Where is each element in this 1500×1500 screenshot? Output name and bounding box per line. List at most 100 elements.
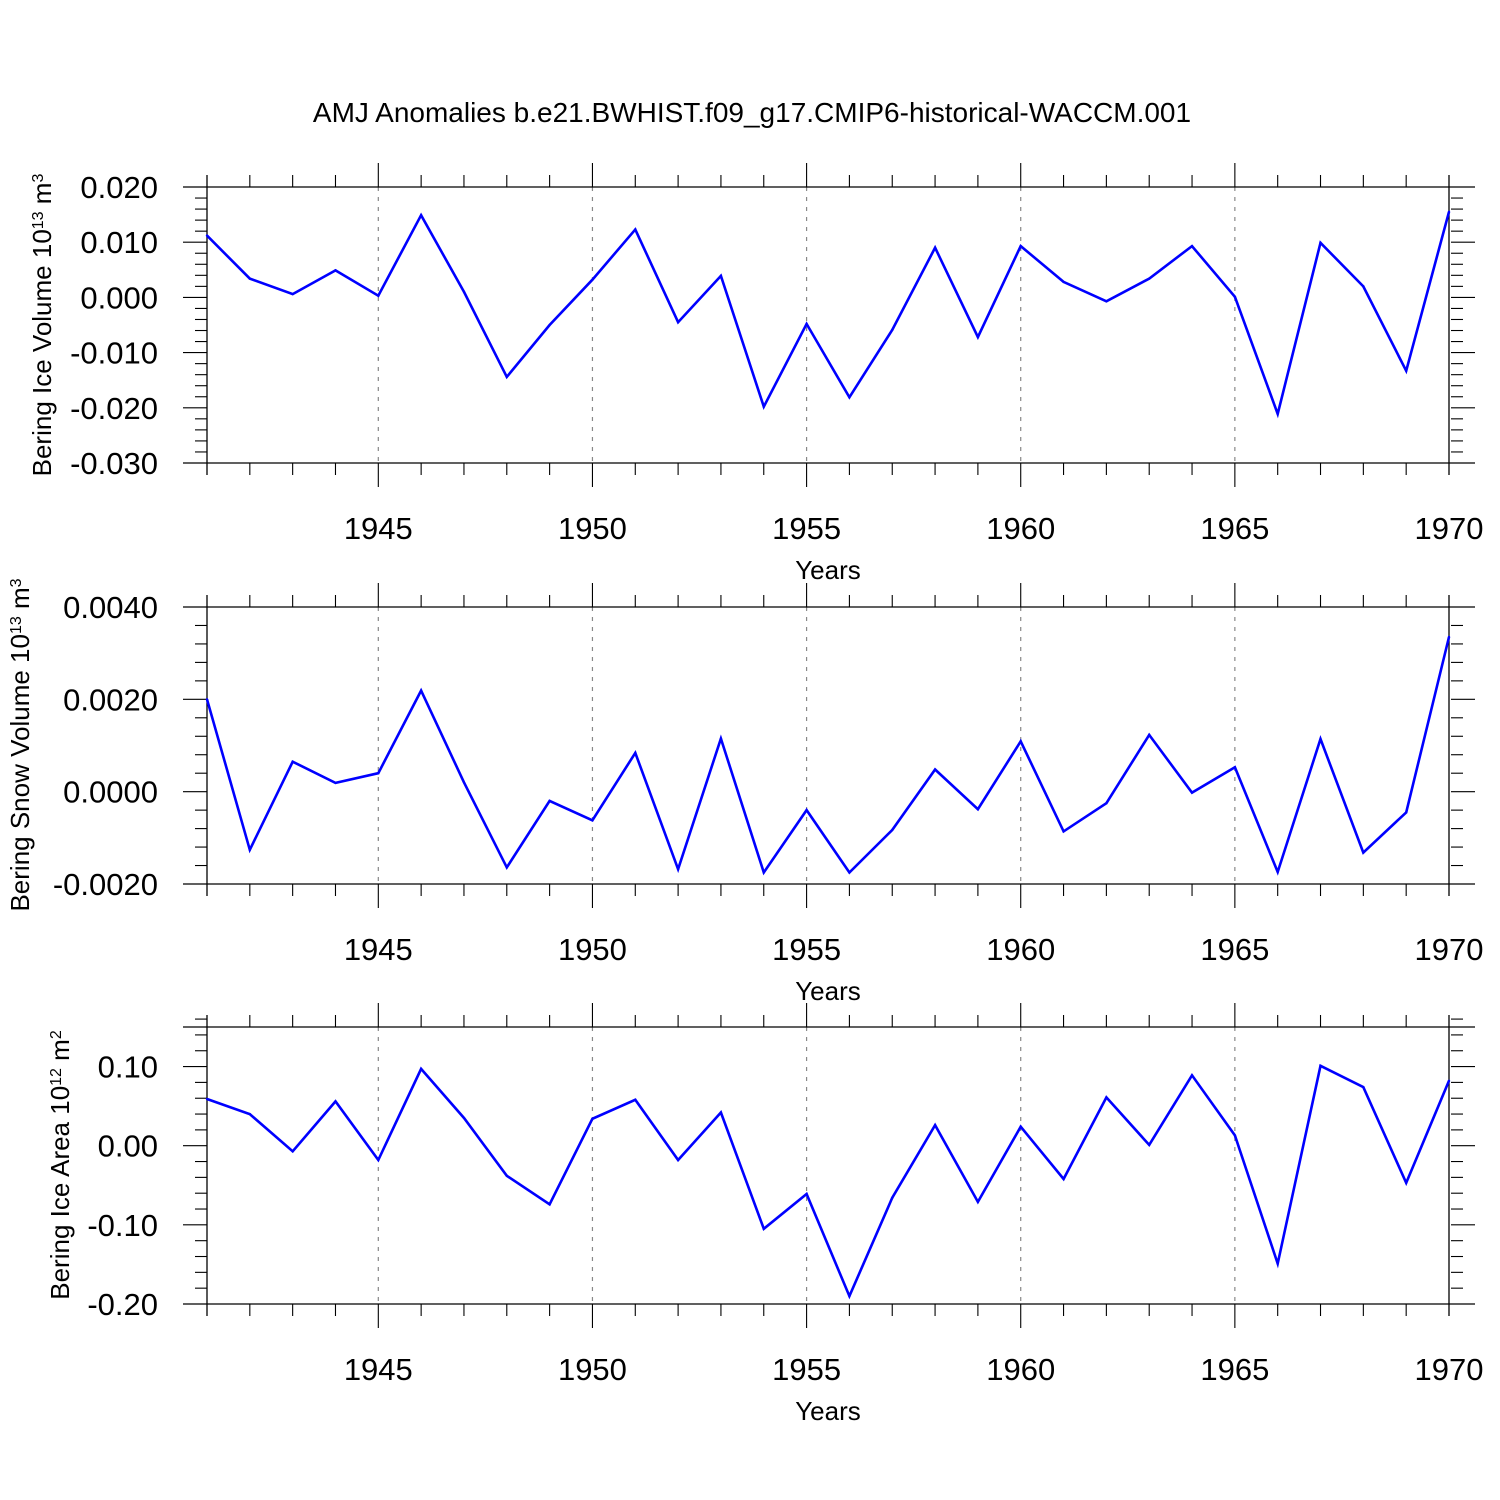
y-tick-label: -0.0020 — [53, 867, 158, 902]
data-point-1948 — [505, 1174, 508, 1177]
data-point-1963 — [1148, 733, 1151, 737]
y-tick-label: -0.10 — [87, 1208, 158, 1243]
data-point-1961 — [1062, 280, 1065, 284]
data-point-1958 — [933, 246, 937, 249]
data-point-1945 — [377, 294, 380, 297]
y-tick-label: 0.00 — [98, 1129, 158, 1164]
data-point-1954 — [762, 405, 765, 408]
data-point-1967 — [1319, 737, 1322, 741]
data-point-1949 — [548, 323, 551, 327]
data-point-1942 — [248, 848, 252, 852]
x-axis-label: Years — [795, 1396, 861, 1426]
x-tick-label-1970: 1970 — [1415, 1352, 1484, 1387]
y-axis-label-text: m — [27, 183, 57, 212]
data-point-1968 — [1362, 285, 1365, 288]
data-point-1956 — [848, 1294, 851, 1298]
data-point-1949 — [548, 799, 551, 803]
y-axis-label-text: Bering Ice Volume 10 — [27, 229, 57, 476]
data-point-1941 — [205, 1097, 209, 1101]
y-axis-label: Bering Snow Volume 1013 m3 — [5, 578, 35, 911]
y-axis-label: Bering Ice Area 1012 m2 — [45, 1030, 75, 1300]
x-tick-label-1955: 1955 — [772, 511, 841, 546]
data-point-1951 — [634, 228, 637, 231]
y-axis-label-superscript: 3 — [30, 174, 47, 183]
data-point-1941 — [205, 234, 209, 237]
x-axis-label: Years — [795, 555, 861, 585]
data-point-1958 — [933, 1123, 937, 1127]
x-tick-label-1970: 1970 — [1415, 511, 1484, 546]
x-tick-label-1965: 1965 — [1200, 1352, 1269, 1387]
data-point-1941 — [205, 698, 209, 701]
data-point-1966 — [1276, 1262, 1279, 1265]
x-tick-label-1945: 1945 — [344, 511, 413, 546]
data-point-1946 — [419, 213, 423, 217]
y-axis-label-text: m — [45, 1039, 75, 1068]
series-line — [205, 636, 1451, 876]
data-point-1946 — [419, 689, 423, 692]
x-tick-label-1965: 1965 — [1200, 511, 1269, 546]
y-tick-label: -0.20 — [87, 1287, 158, 1322]
data-point-1951 — [634, 751, 637, 755]
y-tick-label: 0.0000 — [63, 775, 158, 810]
data-point-1959 — [976, 335, 980, 339]
data-point-1944 — [334, 269, 337, 272]
x-tick-label-1965: 1965 — [1200, 932, 1269, 967]
data-point-1964 — [1190, 1074, 1194, 1077]
x-tick-label-1960: 1960 — [986, 932, 1055, 967]
data-point-1944 — [334, 1100, 337, 1103]
y-axis-label-text: m — [5, 587, 35, 616]
data-point-1955 — [805, 322, 808, 326]
data-point-1942 — [248, 1112, 252, 1116]
y-tick-label: 0.10 — [98, 1050, 158, 1085]
panel-1: 0.020 0.010 0.000 -0.010 -0.020 -0.030 1945 195… — [27, 163, 1483, 585]
y-axis-label-superscript: 12 — [48, 1068, 65, 1086]
data-point-1961 — [1062, 1177, 1065, 1181]
data-point-1953 — [719, 1111, 723, 1114]
series-line — [206, 1063, 1451, 1300]
data-point-1947 — [462, 1116, 466, 1120]
data-point-1961 — [1062, 830, 1065, 833]
y-axis-label-superscript: 13 — [8, 616, 25, 634]
panel-2: 0.0040 0.0020 0.0000 -0.0020 1945 1950 1955 196… — [5, 578, 1483, 1006]
x-tick-label-1960: 1960 — [986, 1352, 1055, 1387]
y-tick-label: 0.0040 — [63, 590, 158, 625]
data-point-1943 — [291, 292, 294, 296]
data-point-1968 — [1362, 851, 1365, 854]
y-tick-label: -0.010 — [70, 336, 158, 371]
x-tick-label-1955: 1955 — [772, 1352, 841, 1387]
x-tick-label-1950: 1950 — [558, 1352, 627, 1387]
data-point-1957 — [891, 1196, 894, 1200]
x-tick-label-1950: 1950 — [558, 511, 627, 546]
data-point-1951 — [634, 1098, 637, 1102]
data-point-1948 — [505, 375, 508, 379]
y-axis-label-superscript: 13 — [30, 211, 47, 229]
data-point-1969 — [1404, 369, 1408, 373]
y-axis-label-text: Bering Snow Volume 10 — [5, 634, 35, 912]
y-tick-label: -0.030 — [70, 446, 158, 481]
data-point-1963 — [1148, 1143, 1151, 1147]
data-point-1943 — [291, 1150, 294, 1153]
x-axis-label: Years — [795, 976, 861, 1006]
data-point-1970 — [1447, 210, 1451, 214]
y-tick-label: 0.0020 — [63, 682, 158, 717]
data-point-1958 — [933, 768, 937, 771]
data-point-1965 — [1233, 295, 1237, 299]
data-point-1962 — [1105, 300, 1108, 303]
x-tick-label-1960: 1960 — [986, 511, 1055, 546]
y-tick-label: 0.000 — [80, 280, 158, 315]
data-point-1970 — [1447, 635, 1451, 639]
y-tick-label: 0.020 — [80, 170, 158, 205]
data-point-1967 — [1319, 1064, 1322, 1067]
data-point-1945 — [377, 1158, 380, 1162]
data-point-1959 — [976, 1200, 980, 1204]
x-tick-label-1970: 1970 — [1415, 932, 1484, 967]
data-point-1966 — [1276, 870, 1279, 874]
x-tick-label-1945: 1945 — [344, 1352, 413, 1387]
y-axis-label: Bering Ice Volume 1013 m3 — [27, 174, 57, 477]
data-point-1968 — [1362, 1085, 1365, 1089]
data-point-1955 — [805, 808, 808, 812]
data-point-1953 — [719, 737, 723, 740]
data-point-1953 — [719, 274, 723, 278]
y-axis-label-text: Bering Ice Area 10 — [45, 1086, 75, 1300]
